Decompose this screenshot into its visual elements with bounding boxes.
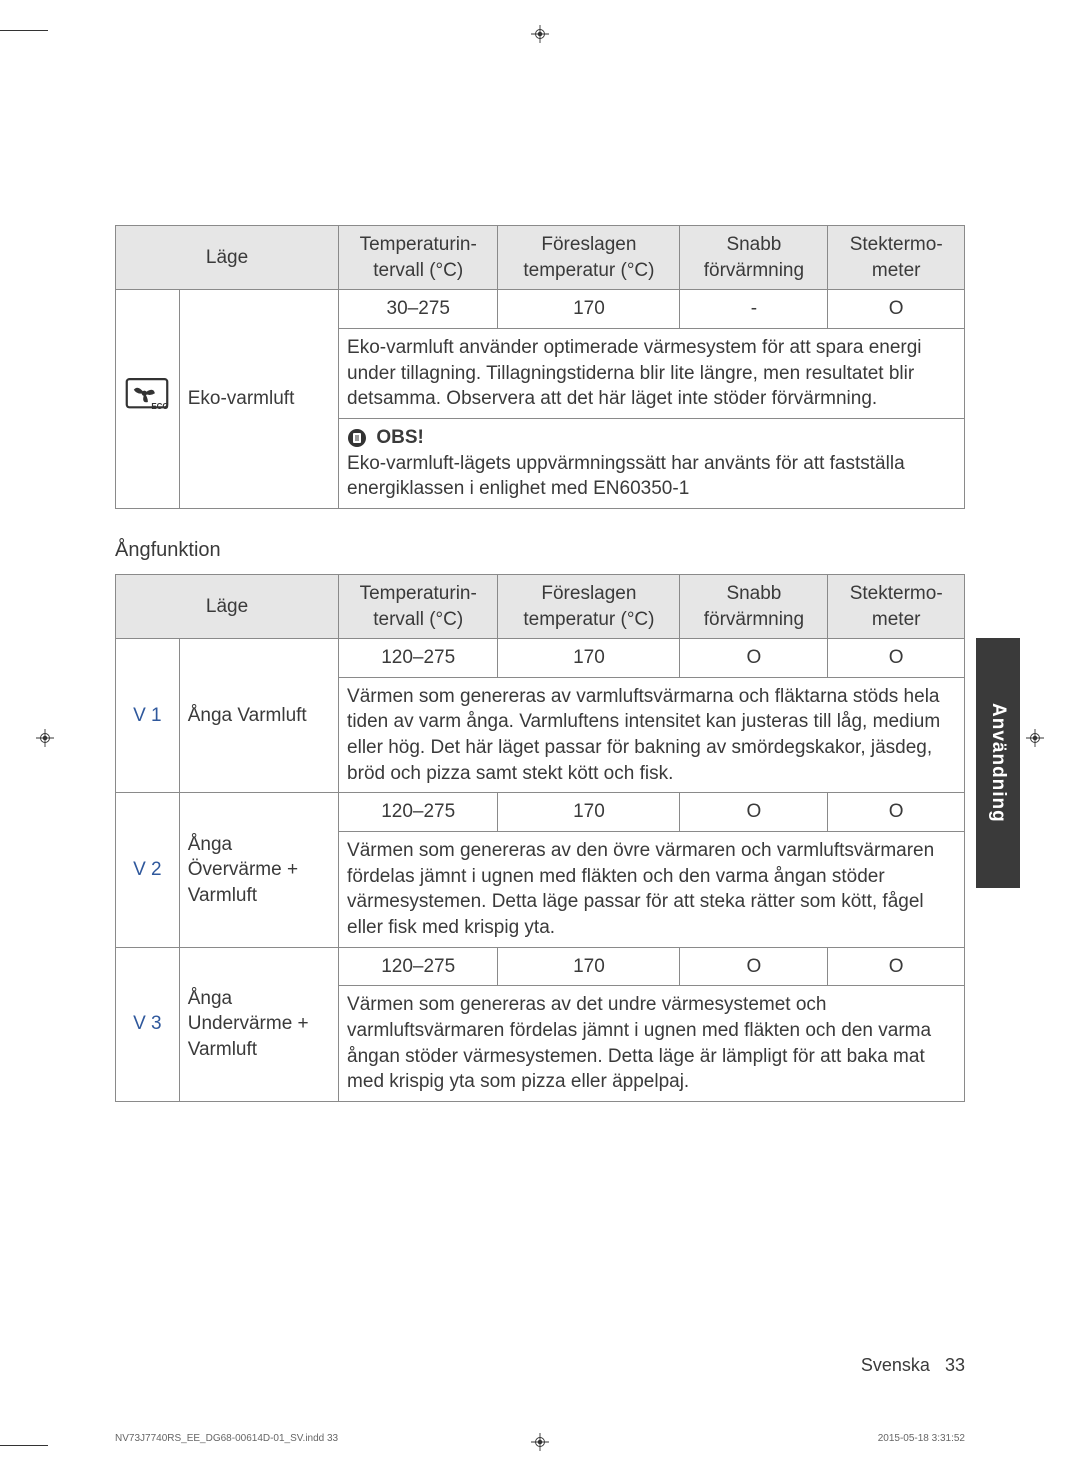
header-temp-range: Temperaturin- tervall (°C)	[339, 226, 498, 290]
table-header-row: Läge Temperaturin- tervall (°C) Föreslag…	[116, 226, 965, 290]
footer-timestamp: 2015-05-18 3:31:52	[878, 1433, 965, 1444]
mode-code: V 3	[116, 947, 180, 1101]
page-footer: Svenska 33	[861, 1355, 965, 1376]
header-thermo: Stektermo- meter	[828, 226, 965, 290]
mode-description: Värmen som genereras av den övre värmare…	[339, 832, 965, 948]
obs-text: Eko-varmluft-lägets uppvärmningssätt har…	[347, 451, 956, 502]
mode-name: Ånga Varmluft	[179, 639, 338, 793]
header-mode: Läge	[116, 574, 339, 638]
cell-fast: O	[680, 639, 828, 678]
page-content: Läge Temperaturin- tervall (°C) Föreslag…	[0, 0, 1080, 1476]
table-row: V 1 Ånga Varmluft 120–275 170 O O	[116, 639, 965, 678]
cell-temp-range: 30–275	[339, 290, 498, 329]
mode-table-main: Läge Temperaturin- tervall (°C) Föreslag…	[115, 225, 965, 509]
cell-temp-range: 120–275	[339, 639, 498, 678]
cell-suggested: 170	[498, 290, 680, 329]
cell-thermo: O	[828, 947, 965, 986]
header-fast: Snabb förvärmning	[680, 226, 828, 290]
cell-suggested: 170	[498, 793, 680, 832]
obs-label: OBS!	[376, 425, 424, 451]
header-temp-range: Temperaturin- tervall (°C)	[339, 574, 498, 638]
header-suggested: Föreslagen temperatur (°C)	[498, 226, 680, 290]
section-tab-label: Användning	[987, 703, 1009, 823]
table-row: V 3 Ånga Undervärme + Varmluft 120–275 1…	[116, 947, 965, 986]
mode-name: Ånga Övervärme + Varmluft	[179, 793, 338, 947]
header-mode: Läge	[116, 226, 339, 290]
mode-name: Eko-varmluft	[179, 290, 338, 509]
cell-temp-range: 120–275	[339, 947, 498, 986]
cell-fast: O	[680, 947, 828, 986]
eco-fan-icon: ECO	[125, 377, 169, 413]
cell-thermo: O	[828, 290, 965, 329]
svg-text:ECO: ECO	[152, 402, 169, 411]
cell-suggested: 170	[498, 639, 680, 678]
note-icon	[347, 428, 367, 448]
mode-code: V 1	[116, 639, 180, 793]
header-suggested: Föreslagen temperatur (°C)	[498, 574, 680, 638]
cell-suggested: 170	[498, 947, 680, 986]
table-row: V 2 Ånga Övervärme + Varmluft 120–275 17…	[116, 793, 965, 832]
mode-table-steam: Läge Temperaturin- tervall (°C) Föreslag…	[115, 574, 965, 1102]
footer-language: Svenska	[861, 1355, 930, 1375]
cell-thermo: O	[828, 639, 965, 678]
section-tab: Användning	[976, 638, 1020, 888]
table-row: ECO Eko-varmluft 30–275 170 - O	[116, 290, 965, 329]
cell-temp-range: 120–275	[339, 793, 498, 832]
section-title-steam: Ångfunktion	[115, 539, 965, 562]
footer-file-info: NV73J7740RS_EE_DG68-00614D-01_SV.indd 33	[115, 1433, 338, 1444]
cell-fast: O	[680, 793, 828, 832]
cell-thermo: O	[828, 793, 965, 832]
cell-fast: -	[680, 290, 828, 329]
mode-description: Eko-varmluft använder optimerade värmesy…	[339, 328, 965, 418]
mode-description: Värmen som genereras av det undre värmes…	[339, 986, 965, 1102]
mode-code: V 2	[116, 793, 180, 947]
mode-name: Ånga Undervärme + Varmluft	[179, 947, 338, 1101]
table-header-row: Läge Temperaturin- tervall (°C) Föreslag…	[116, 574, 965, 638]
footer-page-number: 33	[945, 1355, 965, 1375]
obs-cell: OBS! Eko-varmluft-lägets uppvärmningssät…	[339, 418, 965, 508]
header-thermo: Stektermo- meter	[828, 574, 965, 638]
mode-icon-cell: ECO	[116, 290, 180, 509]
mode-description: Värmen som genereras av varmluftsvärmarn…	[339, 677, 965, 793]
footer-timestamp-text: 2015-05-18 3:31:52	[878, 1433, 965, 1444]
header-fast: Snabb förvärmning	[680, 574, 828, 638]
